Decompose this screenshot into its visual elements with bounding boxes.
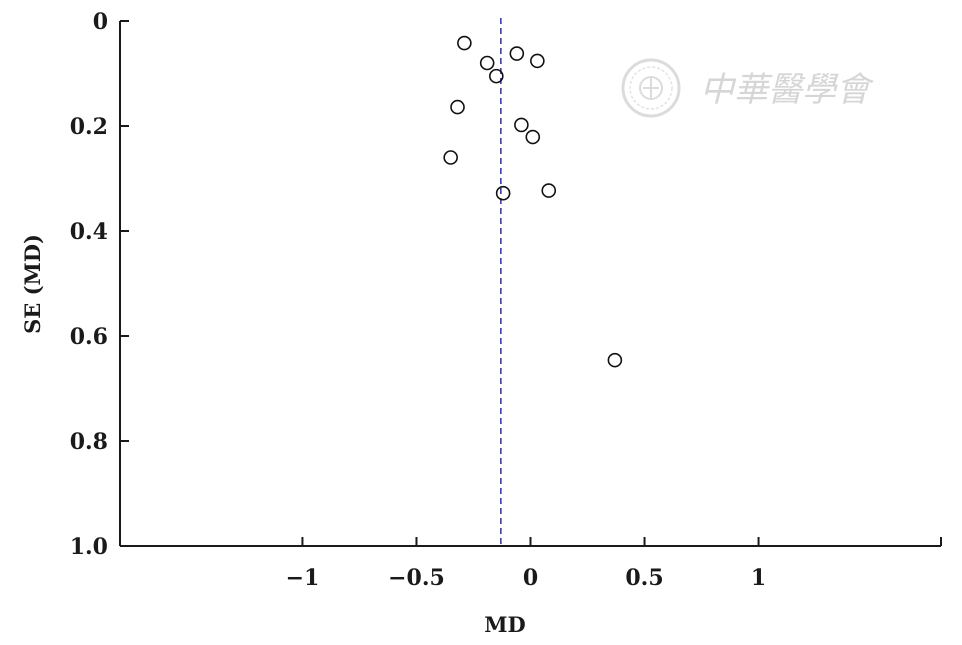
study-point <box>479 55 495 71</box>
study-point <box>450 99 465 115</box>
watermark-text: 中華醫學會 <box>700 70 875 110</box>
x-ticks: −1 −0.5 0 0.5 1 <box>286 537 766 591</box>
x-tick-label: −0.5 <box>388 565 445 591</box>
x-tick-label: 0 <box>523 565 538 591</box>
study-point <box>443 150 458 165</box>
y-tick-label: 0.2 <box>70 114 108 140</box>
study-point <box>509 46 525 61</box>
study-point <box>530 53 545 69</box>
y-tick-label: 0.8 <box>70 429 108 455</box>
y-tick-label: 0.4 <box>70 219 108 245</box>
x-tick-label: −1 <box>286 565 320 591</box>
study-point <box>607 352 623 368</box>
watermark-seal-icon <box>621 58 681 118</box>
study-point <box>495 185 511 201</box>
watermark: 中華醫學會 <box>621 58 875 118</box>
study-points <box>443 35 623 368</box>
study-point <box>541 183 557 198</box>
y-axis-title: SE (MD) <box>20 234 45 334</box>
y-tick-label: 0 <box>93 9 108 35</box>
x-axis-title: MD <box>484 612 525 637</box>
study-point <box>525 129 541 145</box>
y-ticks: 0 0.2 0.4 0.6 0.8 1.0 <box>70 9 129 560</box>
y-tick-label: 1.0 <box>70 534 108 560</box>
x-tick-label: 1 <box>751 565 766 591</box>
study-point <box>488 68 504 84</box>
y-tick-label: 0.6 <box>70 324 108 350</box>
x-tick-label: 0.5 <box>625 565 663 591</box>
study-point <box>514 117 529 133</box>
study-point <box>457 35 472 51</box>
